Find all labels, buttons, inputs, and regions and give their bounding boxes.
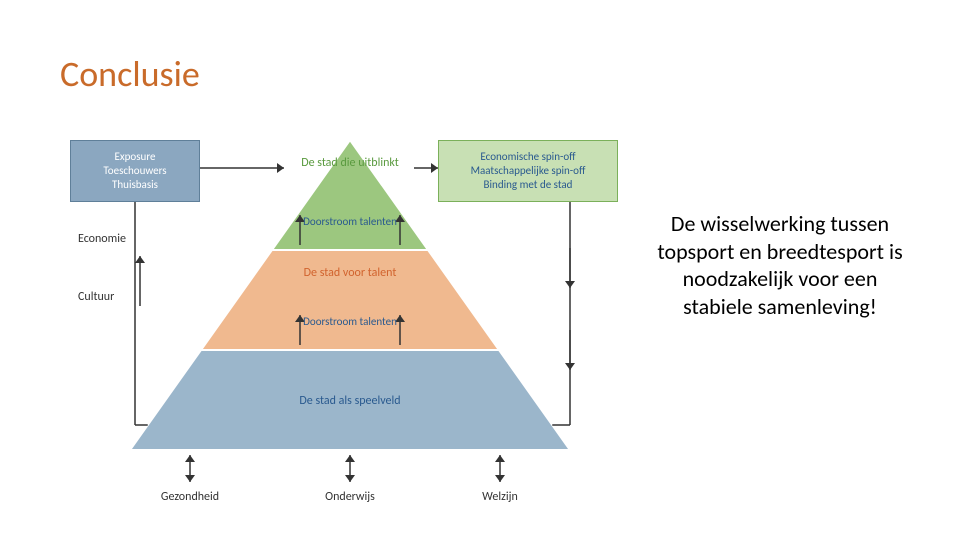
side-label-economie: Economie bbox=[78, 232, 126, 246]
right-box-line1: Economische spin-off bbox=[480, 150, 575, 164]
conclusion-paragraph: De wisselwerking tussen topsport en bree… bbox=[650, 210, 910, 320]
tier-mid-label: De stad voor talent bbox=[280, 266, 420, 280]
bottom-label-gezondheid: Gezondheid bbox=[145, 490, 235, 504]
tier-top-flow: Doorstroom talenten bbox=[295, 216, 405, 228]
tier-top-label: De stad die uitblinkt bbox=[280, 156, 420, 170]
right-info-box: Economische spin-off Maatschappelijke sp… bbox=[438, 140, 618, 202]
pyramid-diagram: Exposure Toeschouwers Thuisbasis Economi… bbox=[60, 120, 620, 520]
page-title: Conclusie bbox=[60, 52, 200, 96]
tier-mid-flow: Doorstroom talenten bbox=[295, 316, 405, 328]
right-box-line2: Maatschappelijke spin-off bbox=[471, 164, 586, 178]
left-box-line3: Thuisbasis bbox=[112, 178, 158, 192]
left-info-box: Exposure Toeschouwers Thuisbasis bbox=[70, 140, 200, 202]
bottom-label-welzijn: Welzijn bbox=[455, 490, 545, 504]
right-box-line3: Binding met de stad bbox=[484, 178, 573, 192]
tier-bot-label: De stad als speelveld bbox=[280, 394, 420, 408]
left-box-line1: Exposure bbox=[115, 150, 156, 164]
side-label-cultuur: Cultuur bbox=[78, 290, 114, 304]
left-box-line2: Toeschouwers bbox=[103, 164, 166, 178]
bottom-label-onderwijs: Onderwijs bbox=[305, 490, 395, 504]
